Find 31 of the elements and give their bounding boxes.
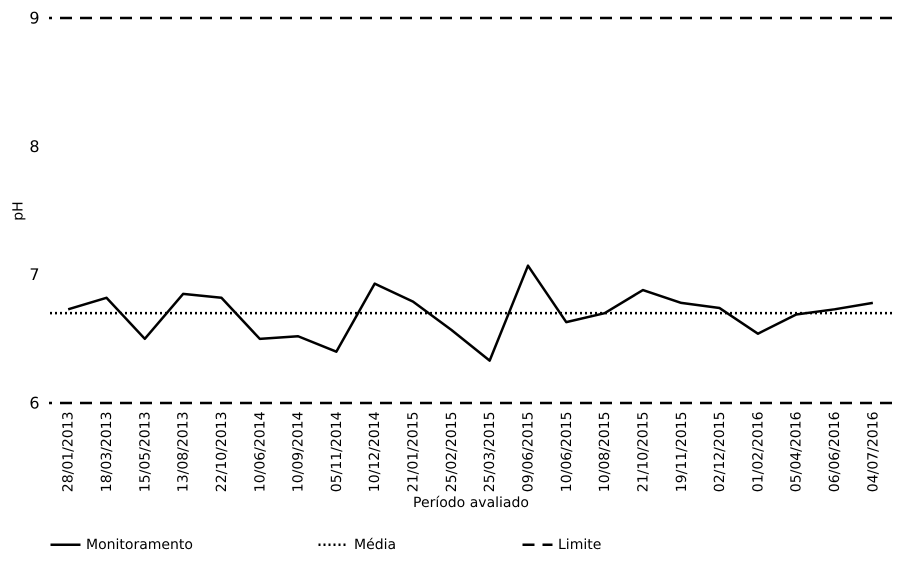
y-tick-label: 9 xyxy=(29,8,40,28)
y-tick-label: 8 xyxy=(29,136,40,156)
x-tick-label: 10/06/2014 xyxy=(252,411,268,492)
x-tick-label: 02/12/2015 xyxy=(712,412,728,492)
x-tick-label: 21/10/2015 xyxy=(635,412,652,492)
x-tick-label: 05/04/2016 xyxy=(788,411,805,492)
x-tick-label: 25/03/2015 xyxy=(482,412,498,492)
legend-label: Monitoramento xyxy=(86,536,193,553)
y-tick-label: 6 xyxy=(29,394,40,412)
x-tick-label: 19/11/2015 xyxy=(674,412,690,492)
x-tick-label: 21/01/2015 xyxy=(406,412,422,492)
x-tick-label: 13/08/2013 xyxy=(176,412,192,492)
y-axis-title: pH xyxy=(10,201,26,221)
x-tick-label: 01/02/2016 xyxy=(750,411,766,492)
x-tick-label: 15/05/2013 xyxy=(137,412,154,492)
x-tick-label: 25/02/2015 xyxy=(444,412,460,492)
x-tick-label: 10/12/2014 xyxy=(367,411,384,492)
x-tick-label: 06/06/2016 xyxy=(827,411,844,492)
x-tick-label: 09/06/2015 xyxy=(520,412,536,492)
x-axis-title: Período avaliado xyxy=(413,495,529,512)
y-tick-label: 7 xyxy=(29,265,40,284)
legend-label: Média xyxy=(354,536,396,553)
x-tick-label: 10/06/2015 xyxy=(558,412,575,492)
x-tick-label: 28/01/2013 xyxy=(60,412,77,492)
x-tick-label: 18/03/2013 xyxy=(98,412,115,492)
x-tick-label: 10/09/2014 xyxy=(290,411,307,492)
x-tick-label: 22/10/2013 xyxy=(214,412,230,492)
legend-label: Limite xyxy=(558,536,602,553)
x-tick-label: 10/08/2015 xyxy=(597,412,614,492)
x-tick-label: 04/07/2016 xyxy=(865,411,882,492)
x-tick-label: 05/11/2014 xyxy=(328,411,345,492)
